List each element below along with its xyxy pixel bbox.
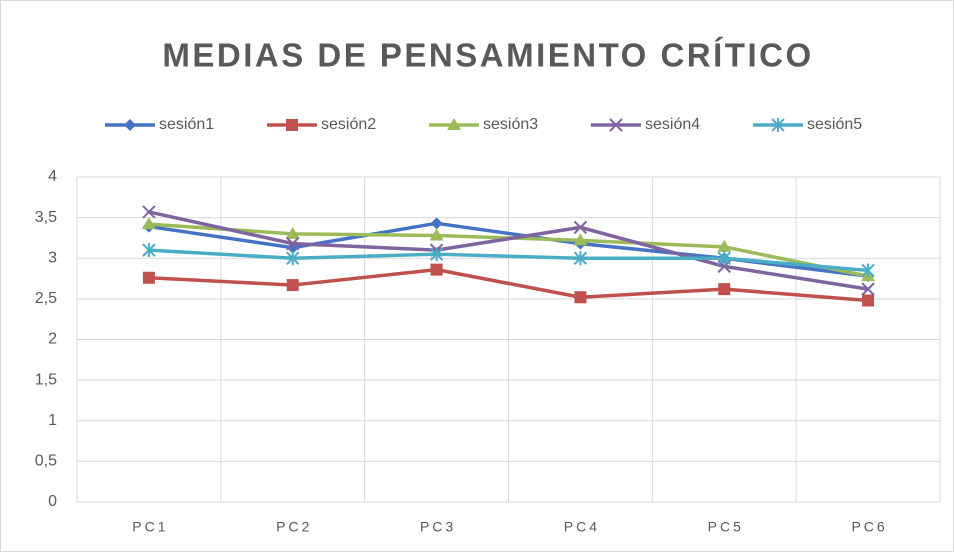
data-point bbox=[286, 279, 299, 292]
data-point bbox=[861, 282, 875, 296]
legend-label: sesión4 bbox=[645, 116, 700, 133]
x-tick-label: PC2 bbox=[276, 519, 312, 535]
y-tick-label: 2,5 bbox=[35, 290, 57, 307]
data-point bbox=[430, 217, 443, 230]
data-point bbox=[573, 233, 588, 246]
x-tick-label: PC1 bbox=[132, 519, 168, 535]
data-point bbox=[142, 205, 156, 219]
data-point bbox=[573, 251, 588, 266]
data-point bbox=[286, 236, 300, 251]
x-tick-label: PC6 bbox=[851, 519, 887, 535]
legend-marker bbox=[447, 118, 461, 130]
data-point bbox=[717, 239, 732, 252]
y-tick-label: 0,5 bbox=[35, 453, 57, 470]
x-tick-label: PC3 bbox=[420, 519, 456, 535]
series-line bbox=[148, 267, 869, 303]
y-tick-label: 3,5 bbox=[35, 209, 57, 226]
data-point bbox=[429, 228, 444, 241]
data-point bbox=[573, 220, 588, 235]
legend-label: sesión5 bbox=[807, 116, 862, 133]
legend-marker bbox=[286, 119, 298, 131]
data-point bbox=[141, 217, 156, 230]
data-point bbox=[142, 243, 156, 258]
y-tick-label: 1,5 bbox=[35, 371, 57, 388]
legend-marker bbox=[771, 118, 785, 132]
legend-marker bbox=[609, 118, 623, 132]
y-tick-label: 0 bbox=[48, 493, 57, 510]
x-tick-label: PC4 bbox=[564, 519, 600, 535]
y-tick-label: 2 bbox=[48, 331, 57, 348]
y-tick-label: 3 bbox=[48, 249, 57, 266]
data-point bbox=[430, 263, 443, 276]
data-point bbox=[717, 251, 731, 266]
y-tick-label: 4 bbox=[48, 168, 57, 185]
data-point bbox=[286, 251, 300, 266]
legend-marker bbox=[124, 119, 136, 131]
legend-label: sesión1 bbox=[159, 116, 214, 133]
data-point bbox=[718, 283, 731, 296]
x-tick-label: PC5 bbox=[708, 519, 744, 535]
data-point bbox=[142, 271, 155, 284]
data-point bbox=[862, 294, 875, 307]
legend-label: sesión2 bbox=[321, 116, 376, 133]
data-point bbox=[861, 263, 875, 278]
data-point bbox=[285, 226, 300, 239]
series-line bbox=[148, 248, 869, 273]
legend-label: sesión3 bbox=[483, 116, 538, 133]
data-point bbox=[574, 291, 587, 304]
y-tick-label: 1 bbox=[48, 412, 57, 429]
series-line bbox=[148, 210, 869, 291]
data-point bbox=[429, 247, 444, 262]
chart-title: MEDIAS DE PENSAMIENTO CRÍTICO bbox=[162, 37, 813, 74]
